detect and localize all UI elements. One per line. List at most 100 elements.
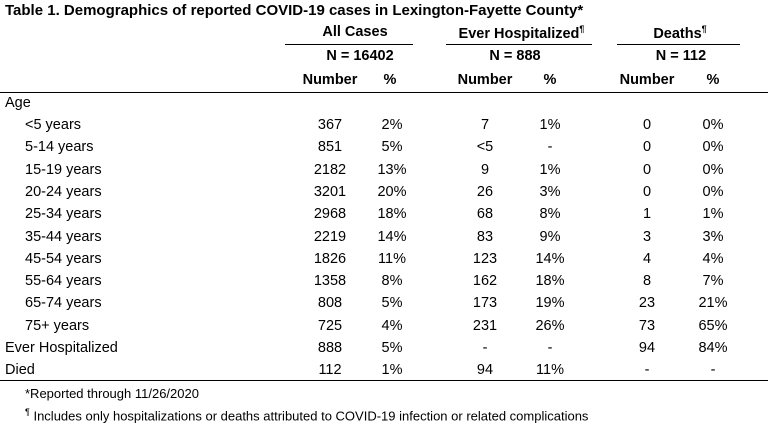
n-ever-hospitalized: N = 888	[489, 48, 541, 64]
table-cell: 808	[317, 295, 343, 312]
table-cell: 23	[638, 295, 656, 312]
table-cell: 20%	[377, 183, 407, 200]
section-label-age: Age	[5, 95, 31, 111]
group-header-ever-hospitalized: Ever Hospitalized¶	[458, 24, 585, 42]
table-cell: 68	[476, 206, 494, 223]
table-cell: 231	[472, 317, 498, 334]
row-label: 75+ years	[25, 317, 90, 334]
table-cell: 3%	[702, 228, 724, 245]
pilcrow-mark: ¶	[701, 24, 707, 34]
table-cell: 0%	[702, 161, 724, 178]
footnote-reported: *Reported through 11/26/2020	[25, 386, 199, 401]
table-cell: 2182	[313, 161, 347, 178]
table-cell: 94	[476, 362, 494, 379]
table-cell: 0%	[702, 139, 724, 156]
table-cell: 3201	[313, 183, 347, 200]
table-cell: 173	[472, 295, 498, 312]
header-underline	[446, 44, 592, 45]
table-cell: -	[482, 340, 488, 356]
table-cell: 26	[476, 183, 494, 200]
table-cell: 112	[318, 362, 342, 379]
table-cell: 851	[317, 139, 343, 156]
table-cell: 9	[480, 161, 490, 178]
row-label: <5 years	[25, 117, 82, 133]
table-cell: 1%	[539, 161, 561, 178]
table-cell: 8%	[381, 273, 403, 290]
table-cell: 7	[480, 117, 490, 133]
table-cell: 0%	[702, 117, 724, 133]
table-cell: 2%	[381, 117, 403, 133]
col-percent: %	[383, 72, 397, 88]
row-label: 45-54 years	[25, 250, 102, 267]
table-cell: 4	[642, 250, 652, 267]
table-cell: -	[644, 362, 650, 379]
row-label: 55-64 years	[25, 273, 102, 290]
table-cell: 14%	[377, 228, 407, 245]
table-cell: 83	[476, 228, 494, 245]
table-top-rule	[0, 92, 768, 93]
table-cell: <5	[476, 139, 494, 156]
table-cell: 9%	[539, 228, 561, 245]
table-cell: 367	[317, 117, 343, 133]
table-cell: -	[547, 340, 553, 356]
table-cell: 3%	[539, 183, 561, 200]
table-cell: 7%	[702, 273, 724, 290]
table-cell: 2219	[313, 228, 347, 245]
pilcrow-mark: ¶	[579, 24, 585, 34]
table-cell: 123	[472, 250, 498, 267]
table-cell: 26%	[535, 317, 565, 334]
table-cell: 11%	[536, 362, 564, 379]
table-cell: 1%	[381, 362, 403, 379]
header-underline	[617, 44, 740, 45]
table-cell: 13%	[377, 161, 407, 178]
table-title: Table 1. Demographics of reported COVID-…	[5, 2, 584, 19]
table-cell: 5%	[381, 295, 403, 312]
group-header-all-cases: All Cases	[322, 24, 388, 40]
row-label: 5-14 years	[25, 139, 94, 156]
table-cell: 162	[472, 273, 498, 290]
table-cell: 888	[317, 340, 343, 356]
row-label: 65-74 years	[25, 295, 102, 312]
table-cell: 14%	[535, 250, 565, 267]
header-underline	[285, 44, 413, 45]
footnote-pilcrow: ¶ Includes only hospitalizations or deat…	[25, 407, 589, 424]
row-label: 15-19 years	[25, 161, 102, 178]
table-cell: 2968	[313, 206, 347, 223]
table-cell: 84%	[698, 340, 728, 356]
table-cell: 94	[638, 340, 656, 356]
table-bottom-rule	[0, 380, 768, 381]
table-cell: 11%	[378, 250, 406, 267]
table-cell: 0%	[702, 183, 724, 200]
row-label: Ever Hospitalized	[5, 340, 118, 356]
pilcrow-mark: ¶	[25, 407, 30, 417]
table-cell: 8%	[539, 206, 561, 223]
table-cell: 4%	[702, 250, 724, 267]
table-cell: -	[547, 139, 553, 156]
col-number: Number	[457, 72, 513, 88]
table-cell: 0	[642, 139, 652, 156]
table-cell: 1826	[313, 250, 347, 267]
table-cell: -	[710, 362, 716, 379]
col-percent: %	[543, 72, 557, 88]
n-deaths: N = 112	[655, 48, 707, 64]
table-cell: 4%	[381, 317, 403, 334]
table-cell: 725	[317, 317, 343, 334]
table-cell: 1	[642, 206, 652, 223]
table-cell: 0	[642, 161, 652, 178]
table-cell: 19%	[535, 295, 565, 312]
table-cell: 18%	[377, 206, 407, 223]
table-cell: 1%	[702, 206, 724, 223]
group-header-deaths: Deaths¶	[653, 24, 707, 42]
table-cell: 5%	[381, 139, 403, 156]
row-label: Died	[5, 362, 35, 379]
table-cell: 21%	[698, 295, 728, 312]
table-cell: 65%	[698, 317, 728, 334]
row-label: 20-24 years	[25, 183, 102, 200]
table-cell: 8	[642, 273, 652, 290]
table-cell: 0	[642, 183, 652, 200]
row-label: 35-44 years	[25, 228, 102, 245]
table-cell: 0	[642, 117, 652, 133]
col-percent: %	[706, 72, 720, 88]
table-cell: 18%	[535, 273, 565, 290]
table-cell: 1%	[539, 117, 561, 133]
